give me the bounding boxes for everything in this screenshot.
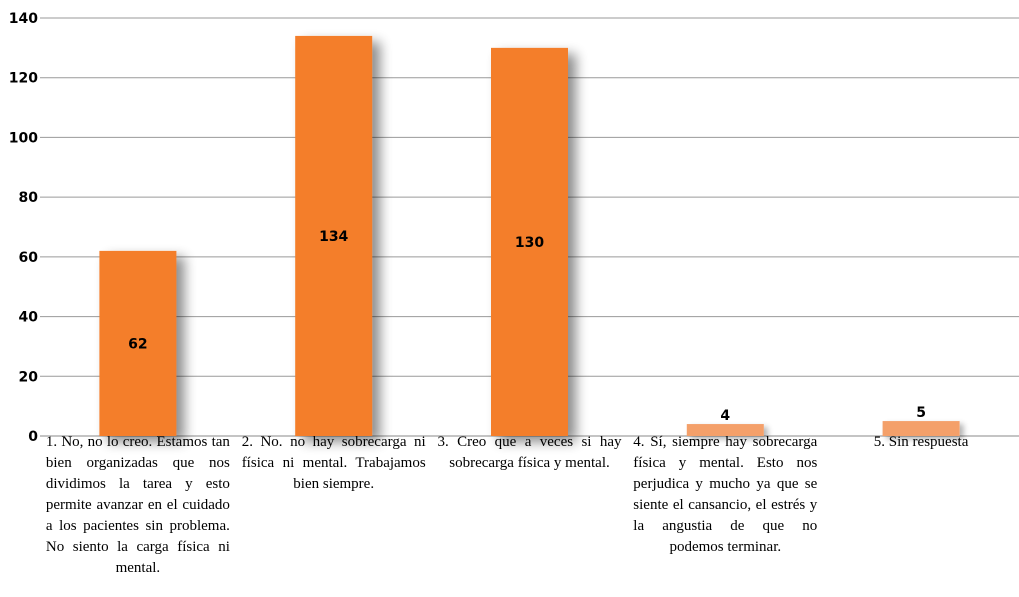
bar-2	[295, 35, 373, 437]
category-label-5: 5. Sin respuesta	[873, 434, 969, 450]
data-label-1: 62	[128, 336, 147, 352]
data-labels: 62 134 130 4 5	[128, 229, 926, 424]
y-tick-label: 100	[9, 130, 38, 146]
category-label-3: 3. Creo que a veces si hay sobrecarga fí…	[437, 434, 622, 471]
y-tick-label: 40	[19, 310, 39, 326]
y-tick-label: 80	[19, 190, 39, 206]
data-label-3: 130	[515, 235, 544, 251]
y-tick-label: 0	[28, 429, 38, 445]
data-label-2: 134	[319, 229, 348, 245]
bar-4	[686, 424, 764, 436]
data-label-5: 5	[916, 405, 926, 421]
bar-5	[882, 421, 960, 436]
y-tick-label: 120	[9, 71, 38, 87]
bars	[99, 35, 960, 437]
bar-3	[491, 47, 568, 436]
y-tick-label: 140	[9, 11, 38, 27]
data-label-4: 4	[720, 408, 730, 424]
y-axis-ticks: 0 20 40 60 80 100 120 140	[9, 11, 38, 445]
category-label-2: 2. No. no hay sobrecarga ni física ni me…	[241, 434, 426, 492]
category-label-1: 1. No, no lo creo. Estamos tan bien orga…	[45, 434, 230, 576]
y-tick-label: 60	[19, 250, 39, 266]
category-label-4: 4. Sí, siempre hay sobrecarga física y m…	[633, 434, 818, 555]
bar-1	[99, 250, 177, 436]
y-tick-label: 20	[19, 369, 39, 385]
